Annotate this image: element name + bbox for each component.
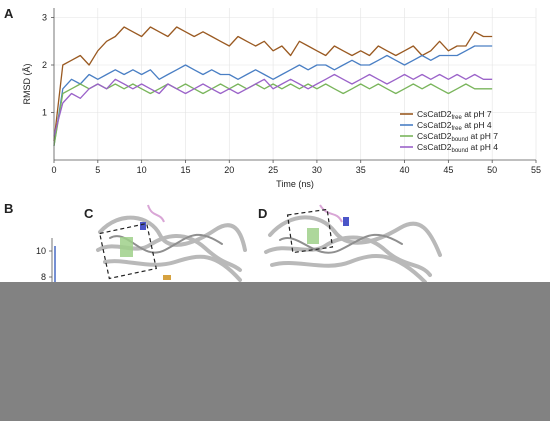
panel-label-a: A xyxy=(4,6,14,21)
y-tick-label: 3 xyxy=(42,13,47,23)
series-line-2 xyxy=(53,45,493,146)
panel-label-d: D xyxy=(258,206,267,221)
legend-label-1: CsCatD2free at pH 7 xyxy=(417,109,492,121)
panel-c-ligand-loop xyxy=(147,204,165,223)
panel-c-blue-residue xyxy=(140,222,146,230)
x-tick-label: 20 xyxy=(224,165,234,175)
y-tick-label: 2 xyxy=(42,60,47,70)
series-line-4 xyxy=(53,73,493,137)
x-tick-label: 5 xyxy=(95,165,100,175)
panel-c-orange-residue xyxy=(163,275,171,280)
panel-d-ligand-loop xyxy=(319,204,343,223)
x-tick-label: 50 xyxy=(487,165,497,175)
grid-y xyxy=(54,17,536,113)
x-tick-label: 30 xyxy=(312,165,322,175)
series-line-3 xyxy=(53,83,493,146)
panel-b-tick-label-8: 8 xyxy=(41,272,46,282)
x-tick-label: 15 xyxy=(180,165,190,175)
legend-label-3: CsCatD2bound at pH 7 xyxy=(417,131,498,143)
lower-gray-region xyxy=(0,282,550,421)
y-ticks: 1 2 3 xyxy=(42,13,54,118)
x-tick-label: 0 xyxy=(51,165,56,175)
x-axis-title: Time (ns) xyxy=(276,179,314,189)
y-tick-label: 1 xyxy=(42,108,47,118)
panel-c-dashed-box xyxy=(99,222,157,280)
panel-d-blue-residue xyxy=(343,217,349,226)
panel-label-b: B xyxy=(4,201,13,216)
panel-b-tick-label-10: 10 xyxy=(36,246,46,256)
legend-label-4: CsCatD2bound at pH 4 xyxy=(417,142,498,154)
x-ticks: 0 5 10 15 20 25 30 35 40 45 50 55 xyxy=(51,160,541,175)
panel-d-dashed-box xyxy=(286,208,334,254)
y-axis-title: RMSD (Å) xyxy=(22,64,32,105)
panel-d-green-helix xyxy=(307,228,319,244)
x-tick-label: 40 xyxy=(400,165,410,175)
panel-d-structure xyxy=(264,204,442,284)
panel-label-c: C xyxy=(84,206,94,221)
rmsd-chart: 0 5 10 15 20 25 30 35 40 45 50 55 1 2 3 Time (ns) RMS… xyxy=(22,8,541,189)
series-line-1 xyxy=(53,26,493,142)
x-tick-label: 45 xyxy=(443,165,453,175)
legend-label-2: CsCatD2free at pH 4 xyxy=(417,120,492,132)
x-tick-label: 10 xyxy=(137,165,147,175)
panel-c-green-helix xyxy=(120,237,133,257)
series-layer xyxy=(53,26,493,146)
x-tick-label: 35 xyxy=(356,165,366,175)
panel-c-structure xyxy=(96,204,247,282)
x-tick-label: 25 xyxy=(268,165,278,175)
x-tick-label: 55 xyxy=(531,165,541,175)
